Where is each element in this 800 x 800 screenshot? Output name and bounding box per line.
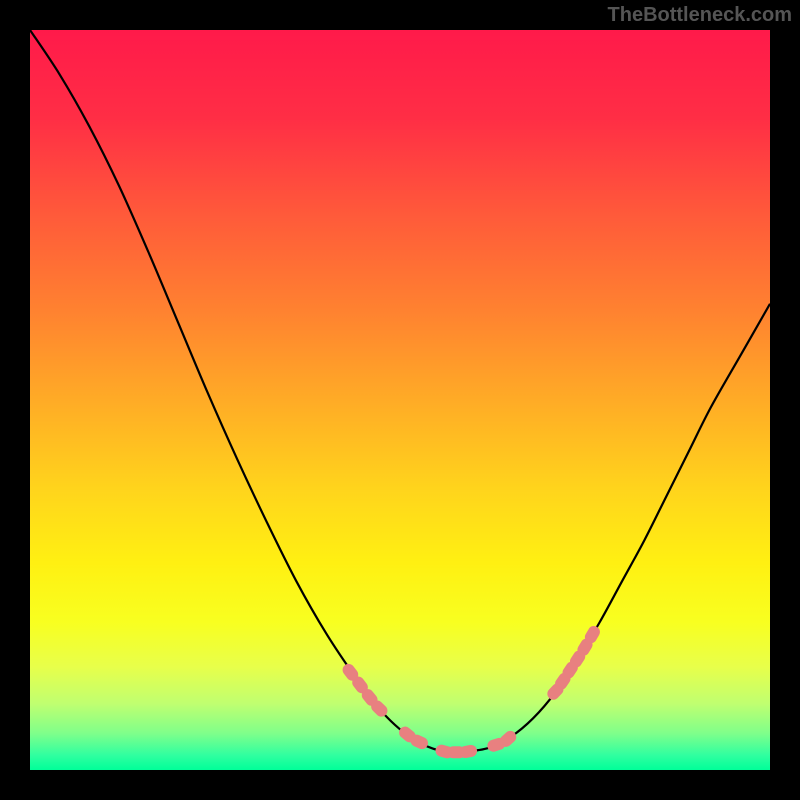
curve-layer [30, 30, 770, 770]
watermark-text: TheBottleneck.com [608, 4, 792, 27]
bottleneck-curve [30, 30, 770, 752]
data-markers [340, 624, 602, 760]
plot-area [30, 30, 770, 770]
